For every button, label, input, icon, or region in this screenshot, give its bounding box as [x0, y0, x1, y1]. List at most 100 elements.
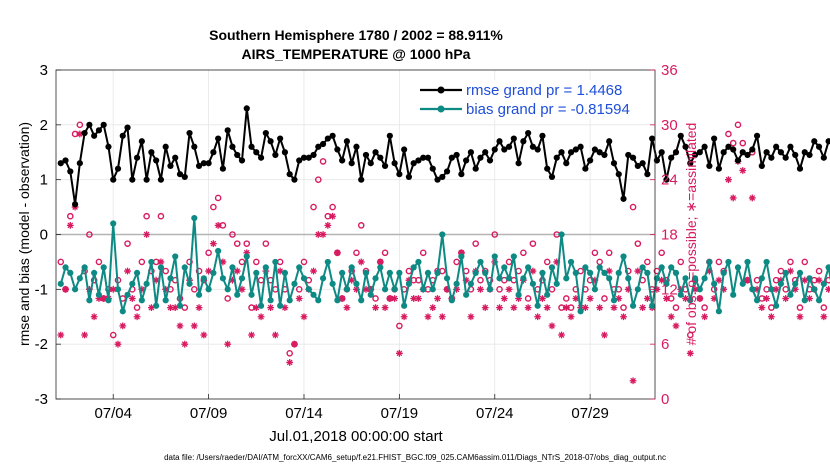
obs-assimilated-marker [529, 267, 537, 275]
chart-title-line1: Southern Hemisphere 1780 / 2002 = 88.911… [209, 27, 503, 43]
y-left-tick-label: 0 [40, 227, 48, 244]
bias-point [224, 286, 231, 293]
obs-assimilated-marker [701, 313, 708, 321]
rmse-point [262, 129, 269, 137]
obs-assimilated-marker [310, 267, 317, 275]
bias-point [634, 286, 641, 293]
bias-point [267, 297, 274, 304]
bias-point [820, 280, 827, 287]
rmse-point [300, 154, 308, 161]
bias-point [606, 275, 613, 282]
obs-assimilated-marker [500, 295, 508, 302]
rmse-point [267, 138, 274, 145]
rmse-point [572, 146, 579, 153]
obs-assimilated-marker [667, 313, 675, 321]
obs-possible-marker [715, 258, 723, 266]
obs-assimilated-marker [119, 322, 127, 330]
obs-possible-marker [243, 240, 251, 247]
rmse-point [601, 151, 608, 159]
bias-point [281, 269, 289, 276]
rmse-point [277, 135, 284, 142]
obs-assimilated-marker [505, 285, 513, 293]
bias-point [734, 264, 742, 271]
bias-point [758, 275, 765, 282]
bias-point [339, 269, 346, 276]
rmse-point [95, 127, 103, 134]
legend-rmse-label: rmse grand pr = 1.4468 [466, 82, 622, 99]
rmse-point [687, 160, 694, 167]
bias-point [639, 264, 646, 271]
bias-point [443, 275, 451, 282]
y-left-tick-label: 3 [40, 62, 48, 79]
bias-point [143, 280, 150, 287]
obs-assimilated-marker [567, 313, 575, 321]
obs-possible-marker [286, 350, 293, 357]
rmse-point [386, 132, 393, 139]
rmse-point [353, 143, 360, 150]
rmse-point [215, 135, 222, 142]
obs-assimilated-marker [62, 285, 69, 293]
rmse-point [148, 149, 155, 156]
bias-point [319, 275, 327, 282]
obs-assimilated-marker [696, 295, 704, 302]
rmse-point [415, 157, 422, 164]
y-right-tick-label: 12 [661, 281, 678, 298]
obs-assimilated-marker [543, 304, 551, 312]
bias-point [253, 269, 260, 276]
bias-point [782, 269, 789, 276]
rmse-point [453, 151, 460, 159]
obs-assimilated-marker [481, 304, 489, 312]
obs-assimilated-marker [333, 249, 341, 257]
obs-possible-marker [725, 130, 732, 138]
footer-data-file: data file: /Users/raeder/DAI/ATM_forcXX/… [164, 453, 666, 462]
obs-assimilated-marker [181, 340, 189, 348]
obs-assimilated-marker [725, 176, 732, 184]
bias-point [658, 264, 665, 271]
bias-point [415, 258, 422, 266]
obs-possible-marker [143, 212, 150, 220]
bias-point [548, 264, 556, 271]
bias-point [801, 297, 808, 304]
rmse-point [677, 132, 684, 139]
rmse-point [405, 173, 413, 181]
bias-point [348, 264, 355, 271]
obs-assimilated-marker [319, 231, 327, 238]
y-axis-label-right: # of obs: o=possible; ∗=assimilated [683, 123, 699, 346]
rmse-point [534, 146, 541, 153]
obs-possible-marker [76, 121, 84, 129]
obs-assimilated-marker [353, 285, 360, 293]
bias-point [591, 286, 599, 293]
bias-point [615, 269, 622, 276]
obs-possible-marker [491, 231, 499, 238]
obs-assimilated-marker [524, 304, 532, 312]
bias-point [81, 264, 88, 271]
rmse-point [191, 143, 198, 150]
rmse-point [510, 135, 517, 142]
bias-point [334, 297, 341, 304]
obs-assimilated-marker [663, 295, 670, 302]
rmse-point [86, 121, 93, 128]
bias-point [806, 275, 813, 282]
rmse-point [67, 168, 74, 175]
obs-possible-marker [739, 139, 747, 147]
bias-point [191, 214, 198, 222]
bias-point [749, 286, 756, 293]
obs-possible-marker [629, 203, 637, 211]
obs-possible-marker [86, 231, 93, 238]
obs-possible-marker [210, 203, 217, 211]
obs-possible-marker [453, 258, 460, 266]
bias-point [148, 258, 155, 266]
rmse-point [787, 143, 794, 150]
rmse-point [319, 140, 327, 148]
bias-point [429, 286, 436, 293]
bias-point [687, 297, 694, 304]
obs-assimilated-marker [729, 194, 737, 202]
obs-assimilated-marker [248, 331, 255, 339]
rmse-point [486, 157, 494, 164]
rmse-point [176, 171, 184, 178]
obs-possible-marker [310, 203, 317, 211]
obs-possible-marker [357, 222, 365, 229]
bias-point [243, 253, 250, 260]
obs-assimilated-marker [591, 276, 599, 284]
bias-point [811, 286, 818, 293]
